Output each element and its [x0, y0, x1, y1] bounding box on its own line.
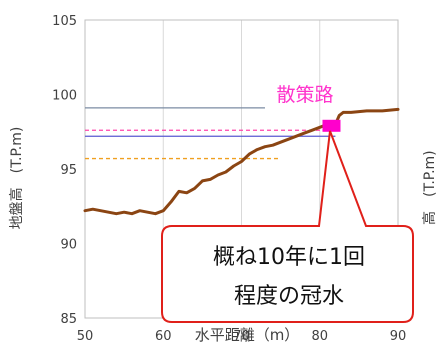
y-tick-labels: 85 90 95 100 105 — [52, 14, 77, 327]
callout: 概ね10年に1回 程度の冠水 — [161, 130, 414, 323]
y-tick-label-0: 85 — [60, 312, 77, 327]
y-tick-label-1: 90 — [60, 238, 77, 253]
x-axis-label: 水平距離（m） — [195, 326, 300, 344]
x-tick-label-3: 80 — [311, 329, 328, 344]
y-tick-label-4: 105 — [52, 14, 77, 29]
y-tick-label-3: 100 — [52, 89, 77, 104]
y-axis-label: 地盤高 (T.P.m) — [8, 127, 25, 230]
reference-lines — [85, 107, 336, 160]
x-tick-labels: 50 60 70 80 90 — [77, 329, 407, 344]
x-tick-label-2: 70 — [233, 329, 250, 344]
path-marker — [322, 119, 341, 132]
x-tick-label-1: 60 — [155, 329, 172, 344]
callout-shape — [161, 130, 414, 323]
marker-group — [322, 119, 341, 132]
callout-text-line1: 概ね10年に1回 — [213, 245, 365, 270]
y-tick-label-2: 95 — [60, 163, 77, 178]
x-tick-label-4: 90 — [390, 329, 407, 344]
path-label: 散策路 — [276, 84, 333, 106]
right-y-axis-label-partial: 高 (T.P.m) — [421, 150, 438, 225]
x-tick-label-0: 50 — [77, 329, 94, 344]
callout-text-line2: 程度の冠水 — [234, 284, 344, 309]
